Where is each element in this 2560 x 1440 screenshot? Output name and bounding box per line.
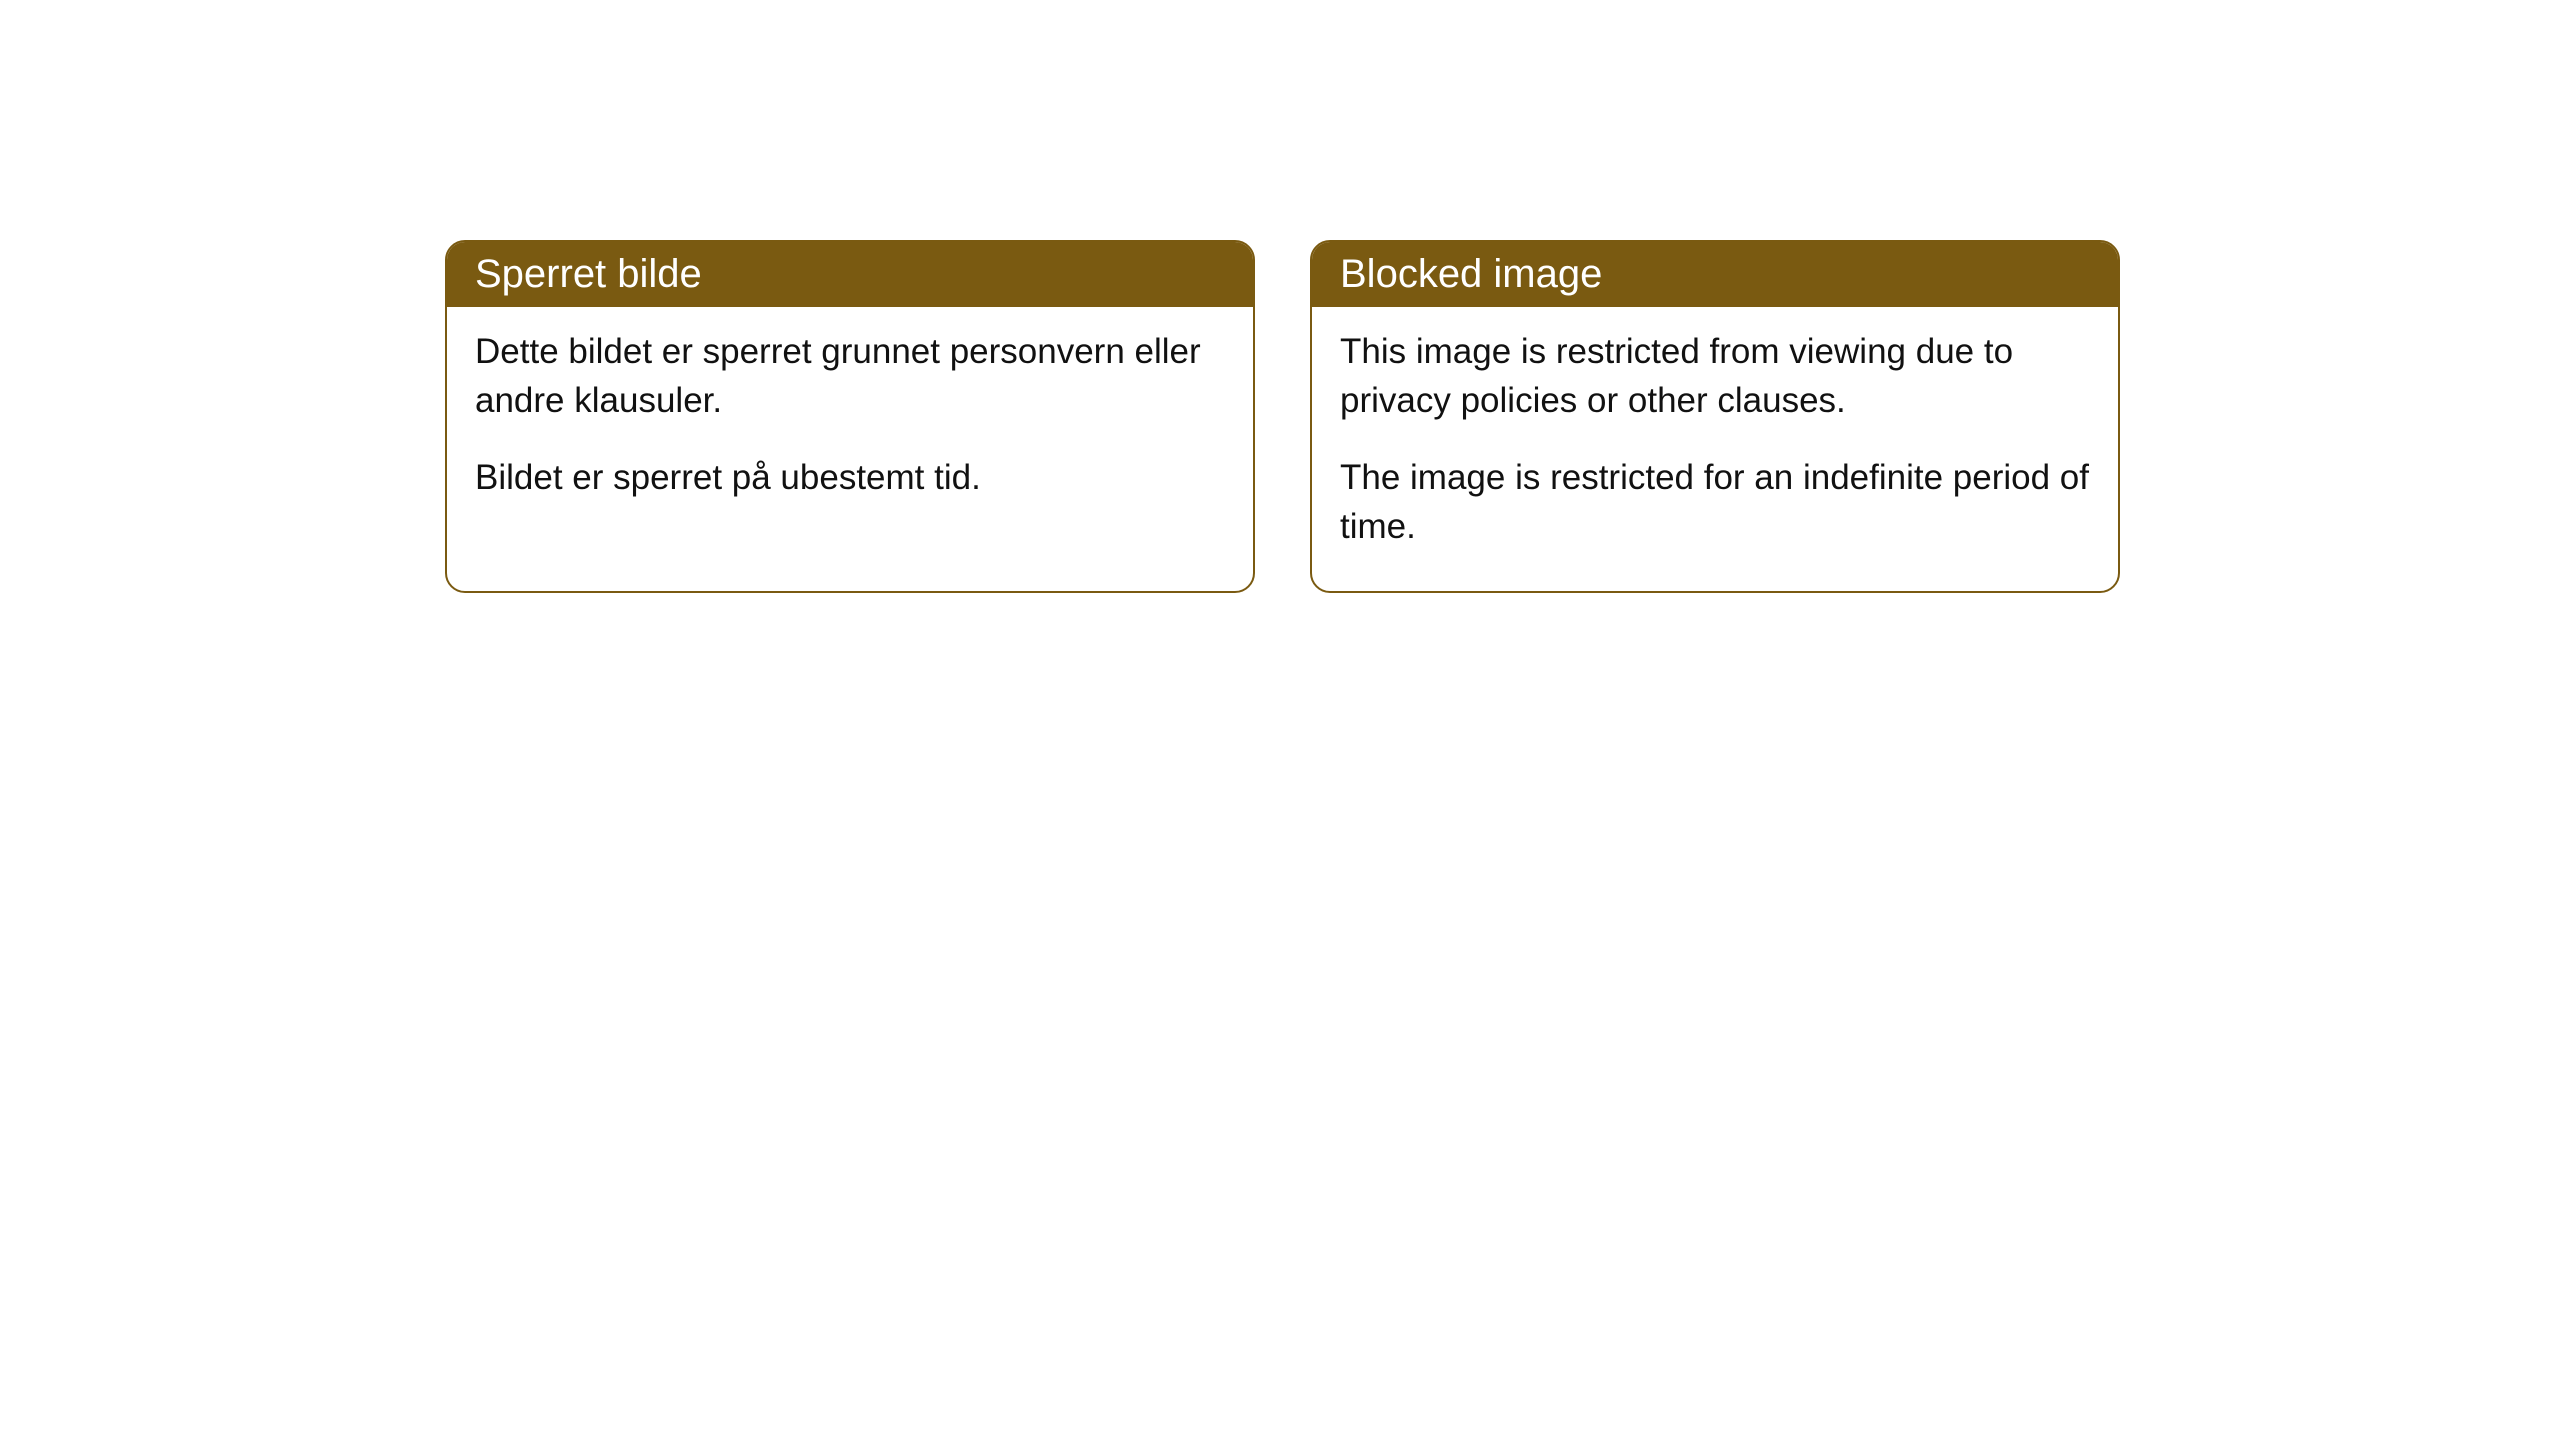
card-body: This image is restricted from viewing du… <box>1312 307 2118 591</box>
card-paragraph: The image is restricted for an indefinit… <box>1340 453 2090 551</box>
card-paragraph: Dette bildet er sperret grunnet personve… <box>475 327 1225 425</box>
card-header: Sperret bilde <box>447 242 1253 307</box>
card-title: Sperret bilde <box>475 252 702 296</box>
card-paragraph: Bildet er sperret på ubestemt tid. <box>475 453 1225 502</box>
notice-cards-container: Sperret bilde Dette bildet er sperret gr… <box>445 240 2120 593</box>
notice-card-english: Blocked image This image is restricted f… <box>1310 240 2120 593</box>
notice-card-norwegian: Sperret bilde Dette bildet er sperret gr… <box>445 240 1255 593</box>
card-body: Dette bildet er sperret grunnet personve… <box>447 307 1253 542</box>
card-paragraph: This image is restricted from viewing du… <box>1340 327 2090 425</box>
card-title: Blocked image <box>1340 252 1602 296</box>
card-header: Blocked image <box>1312 242 2118 307</box>
